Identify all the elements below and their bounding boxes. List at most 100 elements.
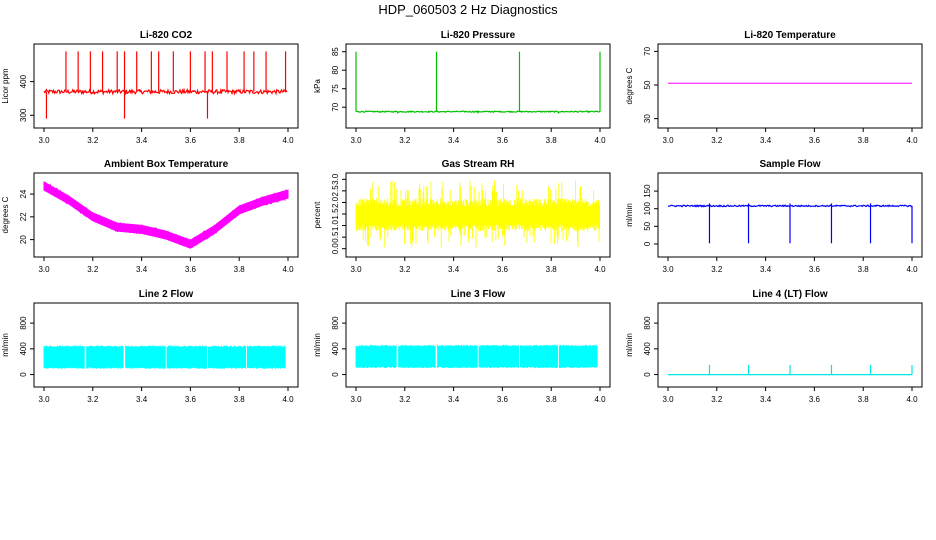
x-tick-label: 3.4	[136, 265, 148, 274]
x-tick-label: 3.8	[546, 395, 558, 404]
x-tick-label: 3.6	[497, 136, 509, 145]
y-tick-label: 0	[19, 372, 28, 377]
x-tick-label: 3.2	[399, 395, 411, 404]
y-tick-label: 0.0	[331, 243, 340, 255]
y-tick-label: 400	[643, 342, 652, 356]
y-tick-label: 75	[331, 84, 340, 93]
y-axis-label: ml/min	[625, 203, 634, 227]
chart-title: Li-820 Pressure	[441, 30, 516, 41]
y-tick-label: 3.0	[331, 173, 340, 185]
y-tick-label: 2.5	[331, 185, 340, 197]
x-tick-label: 3.0	[662, 136, 674, 145]
chart-co2: Li-820 CO2 Licor ppm 3.0 3.2 3.4 3.6 3.8 4.0 300…	[1, 30, 299, 145]
chart-rh: Gas Stream RH percent 3.0 3.2 3.4 3.6 3.8 4.0 0.…	[313, 159, 611, 274]
x-tick-label: 3.2	[87, 395, 99, 404]
series-band	[43, 181, 289, 249]
y-tick-label: 0	[643, 241, 652, 246]
plot-box	[345, 43, 611, 129]
y-axis-label: Licor ppm	[1, 68, 10, 103]
y-tick-label: 50	[643, 80, 652, 89]
y-tick-label: 70	[643, 46, 652, 55]
x-tick-label: 3.4	[760, 265, 772, 274]
x-tick-label: 3.0	[350, 265, 362, 274]
y-tick-label: 24	[19, 189, 28, 198]
x-tick-label: 4.0	[282, 395, 294, 404]
plot-box	[657, 172, 923, 258]
y-tick-label: 22	[19, 212, 28, 221]
x-tick-label: 4.0	[906, 265, 918, 274]
chart-line2: Line 2 Flow ml/min 3.0 3.2 3.4 3.6 3.8 4.0 0 400 8…	[1, 289, 299, 404]
x-tick-label: 3.0	[38, 265, 50, 274]
series-line	[43, 87, 288, 96]
x-tick-label: 3.0	[662, 395, 674, 404]
y-tick-label: 400	[19, 342, 28, 356]
x-tick-label: 3.4	[760, 136, 772, 145]
x-tick-label: 3.0	[350, 136, 362, 145]
y-axis-label: ml/min	[625, 333, 634, 357]
x-tick-label: 3.4	[448, 265, 460, 274]
y-tick-label: 100	[643, 201, 652, 215]
y-axis-label: kPa	[313, 79, 322, 93]
chart-title: Sample Flow	[759, 159, 820, 170]
y-tick-label: 300	[19, 108, 28, 122]
y-tick-label: 2.0	[331, 196, 340, 208]
x-tick-label: 3.8	[546, 265, 558, 274]
y-tick-label: 400	[19, 74, 28, 88]
x-tick-label: 4.0	[906, 136, 918, 145]
x-tick-label: 3.4	[760, 395, 772, 404]
x-tick-label: 3.8	[234, 265, 246, 274]
plot-box	[33, 43, 299, 129]
x-tick-label: 4.0	[906, 395, 918, 404]
x-tick-label: 3.6	[185, 265, 197, 274]
series-line	[43, 345, 286, 369]
x-tick-label: 4.0	[594, 136, 606, 145]
y-tick-label: 0.5	[331, 231, 340, 243]
y-tick-label: 400	[331, 342, 340, 356]
plot-box	[657, 43, 923, 129]
series-line	[355, 344, 598, 369]
x-tick-label: 3.6	[185, 136, 197, 145]
x-tick-label: 3.2	[399, 265, 411, 274]
x-tick-label: 3.2	[711, 265, 723, 274]
x-tick-label: 3.4	[448, 136, 460, 145]
x-tick-label: 4.0	[282, 265, 294, 274]
chart-title: Ambient Box Temperature	[104, 159, 229, 170]
plot-box	[345, 302, 611, 388]
x-tick-label: 3.4	[136, 395, 148, 404]
x-tick-label: 3.6	[809, 265, 821, 274]
y-axis-label: ml/min	[1, 333, 10, 357]
x-tick-label: 3.2	[87, 265, 99, 274]
y-axis-label: percent	[313, 201, 322, 228]
x-tick-label: 3.6	[497, 395, 509, 404]
x-tick-label: 3.8	[234, 136, 246, 145]
x-tick-label: 3.6	[809, 395, 821, 404]
chart-title: Gas Stream RH	[442, 159, 515, 170]
x-tick-label: 3.8	[546, 136, 558, 145]
chart-line3: Line 3 Flow ml/min 3.0 3.2 3.4 3.6 3.8 4.0 0 400 8…	[313, 289, 611, 404]
page-title: HDP_060503 2 Hz Diagnostics	[378, 2, 558, 17]
chart-title: Line 2 Flow	[139, 289, 194, 300]
chart-temperature: Li-820 Temperature degrees C 3.0 3.2 3.4 3.6 3…	[625, 30, 923, 145]
plot-box	[33, 172, 299, 258]
x-tick-label: 3.2	[711, 395, 723, 404]
series-line	[355, 110, 601, 114]
chart-title: Line 3 Flow	[451, 289, 506, 300]
x-tick-label: 3.0	[662, 265, 674, 274]
x-tick-label: 3.6	[809, 136, 821, 145]
y-tick-label: 1.5	[331, 208, 340, 220]
plot-box	[345, 172, 611, 258]
chart-pressure: Li-820 Pressure kPa 3.0 3.2 3.4 3.6 3.8 4.0 70 75…	[313, 30, 611, 145]
x-tick-label: 3.0	[38, 395, 50, 404]
x-tick-label: 3.8	[858, 136, 870, 145]
y-tick-label: 800	[331, 316, 340, 330]
x-tick-label: 3.0	[38, 136, 50, 145]
x-tick-label: 3.8	[858, 265, 870, 274]
plot-box	[657, 302, 923, 388]
y-tick-label: 800	[19, 316, 28, 330]
chart-title: Li-820 CO2	[140, 30, 193, 41]
y-tick-label: 80	[331, 65, 340, 74]
x-tick-label: 3.2	[87, 136, 99, 145]
x-tick-label: 3.6	[185, 395, 197, 404]
series-line	[355, 180, 601, 248]
